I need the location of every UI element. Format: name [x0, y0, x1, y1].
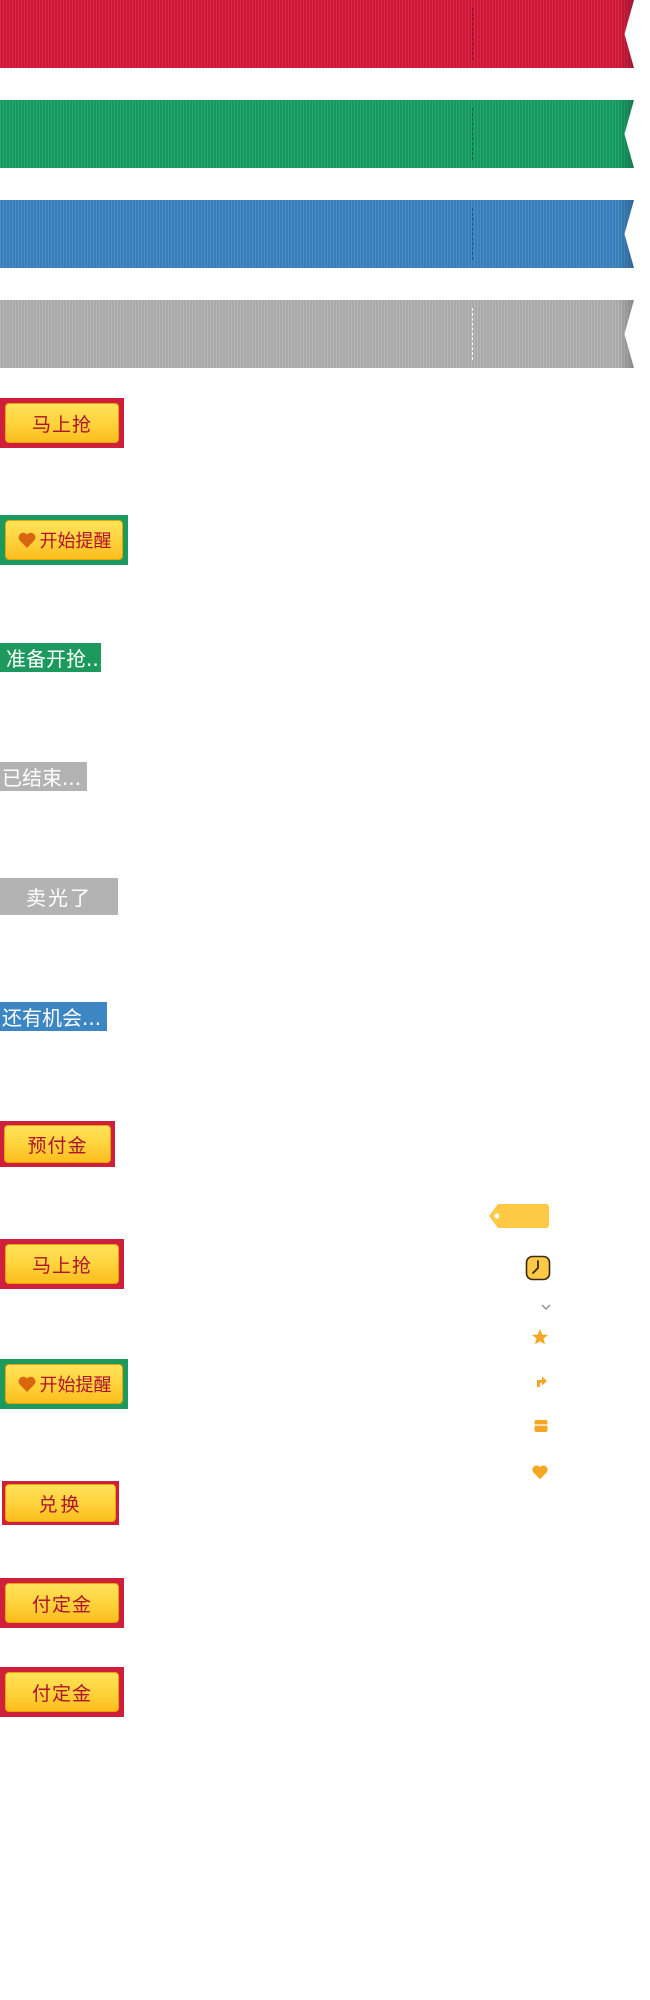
share-arrow-icon	[533, 1373, 549, 1393]
get-ready-button[interactable]: 准备开抢...	[0, 643, 105, 672]
pay-deposit-button[interactable]: 付定金	[5, 1583, 119, 1623]
heart-icon	[17, 1374, 37, 1394]
still-chance-button[interactable]: 还有机会...	[0, 1002, 107, 1031]
sold-out-label: 卖光了	[26, 886, 92, 910]
redeem-label: 兑换	[38, 1493, 83, 1516]
pay-deposit-frame: 付定金	[0, 1578, 124, 1628]
redeem-button[interactable]: 兑换	[5, 1484, 116, 1522]
pay-deposit-button-2[interactable]: 付定金	[5, 1672, 119, 1712]
buy-now-label-2: 马上抢	[31, 1254, 92, 1277]
buy-now-button-2[interactable]: 马上抢	[5, 1244, 119, 1284]
pay-deposit-frame-2: 付定金	[0, 1667, 124, 1717]
prepay-label: 预付金	[27, 1134, 88, 1157]
blue-ribbon	[0, 200, 634, 268]
pay-deposit-label: 付定金	[31, 1593, 92, 1616]
start-reminder-button-2[interactable]: 开始提醒	[5, 1364, 123, 1404]
green-ribbon	[0, 100, 634, 168]
box-icon	[533, 1418, 549, 1438]
red-ribbon	[0, 0, 634, 68]
buy-now-frame-2: 马上抢	[0, 1239, 124, 1289]
gray-ribbon	[0, 300, 634, 368]
chevron-down-icon[interactable]	[540, 1296, 552, 1315]
still-chance-label: 还有机会...	[2, 1006, 102, 1030]
start-reminder-frame-2: 开始提醒	[0, 1359, 128, 1409]
start-reminder-button[interactable]: 开始提醒	[5, 520, 123, 560]
heart-icon	[531, 1463, 549, 1485]
tag-icon	[488, 1203, 550, 1233]
star-icon	[531, 1328, 549, 1350]
start-reminder-label-2: 开始提醒	[39, 1375, 112, 1396]
start-reminder-frame: 开始提醒	[0, 515, 128, 565]
buy-now-label: 马上抢	[31, 413, 92, 436]
pay-deposit-label-2: 付定金	[31, 1682, 92, 1705]
start-reminder-label: 开始提醒	[39, 531, 112, 552]
redeem-frame: 兑换	[2, 1481, 119, 1525]
get-ready-label: 准备开抢...	[6, 647, 106, 671]
buy-now-frame: 马上抢	[0, 398, 124, 448]
heart-icon	[17, 530, 37, 550]
ended-label: 已结束...	[2, 766, 82, 790]
buy-now-button[interactable]: 马上抢	[5, 403, 119, 443]
ended-button[interactable]: 已结束...	[0, 762, 87, 791]
prepay-frame: 预付金	[0, 1121, 115, 1167]
sold-out-button[interactable]: 卖光了	[0, 878, 118, 915]
clock-icon	[525, 1255, 551, 1285]
prepay-button[interactable]: 预付金	[4, 1125, 111, 1163]
